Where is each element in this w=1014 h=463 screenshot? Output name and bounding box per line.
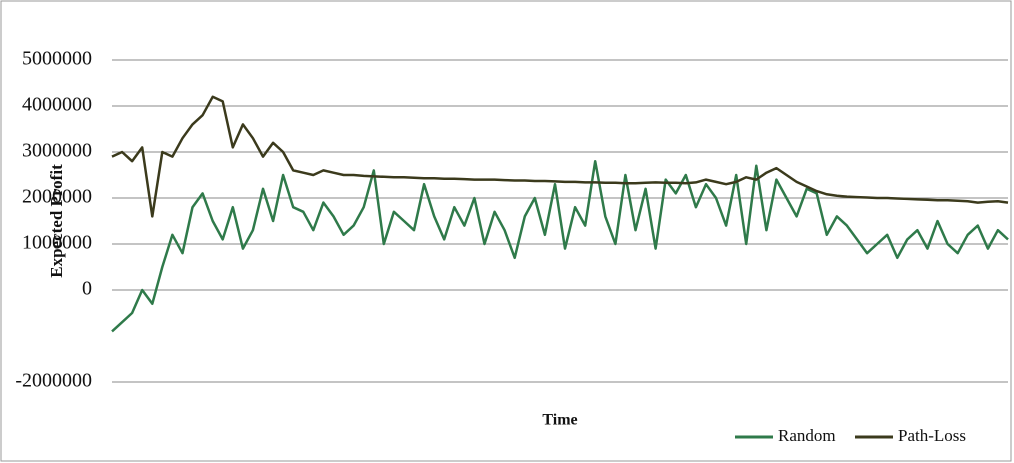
y-tick-label: -2000000: [15, 370, 92, 392]
y-tick-label: 0: [82, 278, 92, 300]
y-tick-label: 2000000: [22, 186, 92, 208]
x-axis-label: Time: [542, 412, 577, 429]
legend-label: Random: [778, 426, 836, 445]
y-tick-label: 1000000: [22, 232, 92, 254]
legend-label: Path-Loss: [898, 426, 966, 445]
y-tick-label: 3000000: [22, 140, 92, 162]
line-series: [111, 95, 1009, 218]
y-axis-label: Expected Profit: [47, 164, 66, 278]
line-series: [111, 159, 1009, 333]
y-tick-label: 5000000: [22, 48, 92, 70]
y-tick-label: 4000000: [22, 94, 92, 116]
